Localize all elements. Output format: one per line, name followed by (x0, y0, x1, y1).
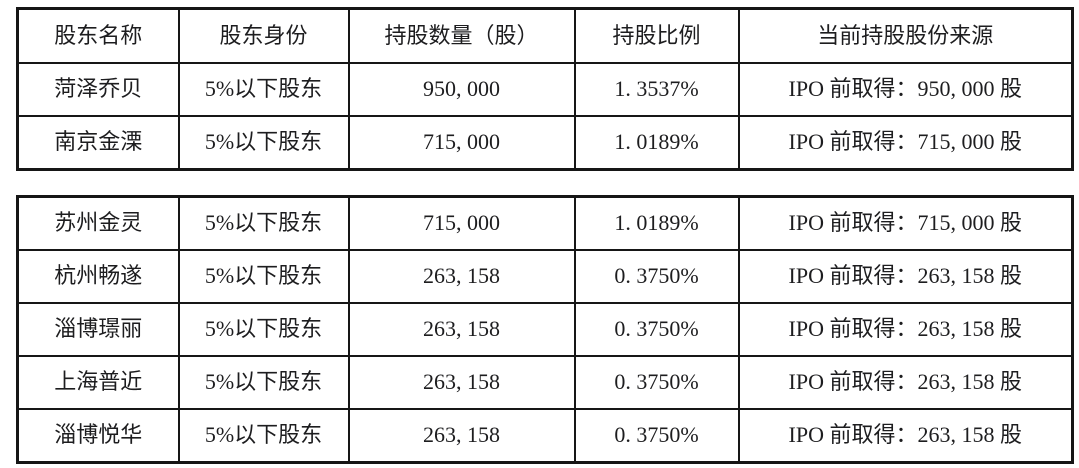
table-row: 南京金溧 5%以下股东 715, 000 1. 0189% IPO 前取得：71… (16, 115, 1074, 171)
cell-share-ratio: 0. 3750% (573, 355, 740, 410)
cell-shareholder-identity: 5%以下股东 (177, 115, 350, 171)
cell-shareholder-name: 上海普近 (16, 355, 180, 410)
cell-share-source: IPO 前取得：263, 158 股 (737, 355, 1074, 410)
cell-shareholder-identity: 5%以下股东 (177, 249, 350, 304)
cell-shareholder-name: 淄博璟丽 (16, 302, 180, 357)
cell-shareholder-identity: 5%以下股东 (177, 355, 350, 410)
cell-share-source: IPO 前取得：263, 158 股 (737, 302, 1074, 357)
table-row: 淄博璟丽 5%以下股东 263, 158 0. 3750% IPO 前取得：26… (16, 302, 1074, 357)
column-header-shareholder-name: 股东名称 (16, 7, 180, 64)
cell-share-source: IPO 前取得：715, 000 股 (737, 195, 1074, 251)
cell-shareholder-name: 杭州畅遂 (16, 249, 180, 304)
column-header-share-ratio: 持股比例 (573, 7, 740, 64)
cell-shares-held: 263, 158 (347, 302, 576, 357)
cell-share-ratio: 0. 3750% (573, 408, 740, 464)
cell-shares-held: 950, 000 (347, 62, 576, 117)
cell-shareholder-identity: 5%以下股东 (177, 195, 350, 251)
cell-shares-held: 715, 000 (347, 195, 576, 251)
column-header-share-source: 当前持股股份来源 (737, 7, 1074, 64)
cell-shareholder-name: 淄博悦华 (16, 408, 180, 464)
cell-shareholder-identity: 5%以下股东 (177, 408, 350, 464)
cell-shareholder-name: 苏州金灵 (16, 195, 180, 251)
cell-shareholder-identity: 5%以下股东 (177, 62, 350, 117)
table-row: 菏泽乔贝 5%以下股东 950, 000 1. 3537% IPO 前取得：95… (16, 62, 1074, 117)
cell-shares-held: 263, 158 (347, 355, 576, 410)
shareholders-table-lower: 苏州金灵 5%以下股东 715, 000 1. 0189% IPO 前取得：71… (16, 195, 1074, 464)
table-row: 杭州畅遂 5%以下股东 263, 158 0. 3750% IPO 前取得：26… (16, 249, 1074, 304)
table-row: 上海普近 5%以下股东 263, 158 0. 3750% IPO 前取得：26… (16, 355, 1074, 410)
cell-share-ratio: 0. 3750% (573, 302, 740, 357)
header-row: 股东名称 股东身份 持股数量（股） 持股比例 当前持股股份来源 (16, 7, 1074, 64)
cell-shareholder-name: 菏泽乔贝 (16, 62, 180, 117)
table-row: 淄博悦华 5%以下股东 263, 158 0. 3750% IPO 前取得：26… (16, 408, 1074, 464)
column-header-shares-held: 持股数量（股） (347, 7, 576, 64)
table-row: 苏州金灵 5%以下股东 715, 000 1. 0189% IPO 前取得：71… (16, 195, 1074, 251)
column-header-shareholder-identity: 股东身份 (177, 7, 350, 64)
cell-share-source: IPO 前取得：950, 000 股 (737, 62, 1074, 117)
cell-share-ratio: 0. 3750% (573, 249, 740, 304)
shareholders-table-upper: 股东名称 股东身份 持股数量（股） 持股比例 当前持股股份来源 菏泽乔贝 5%以… (16, 7, 1074, 171)
cell-shares-held: 263, 158 (347, 249, 576, 304)
cell-shareholder-identity: 5%以下股东 (177, 302, 350, 357)
document-body: 股东名称 股东身份 持股数量（股） 持股比例 当前持股股份来源 菏泽乔贝 5%以… (16, 7, 1074, 464)
cell-share-source: IPO 前取得：715, 000 股 (737, 115, 1074, 171)
cell-shares-held: 263, 158 (347, 408, 576, 464)
cell-share-source: IPO 前取得：263, 158 股 (737, 249, 1074, 304)
cell-shareholder-name: 南京金溧 (16, 115, 180, 171)
cell-share-ratio: 1. 0189% (573, 195, 740, 251)
cell-shares-held: 715, 000 (347, 115, 576, 171)
cell-share-ratio: 1. 3537% (573, 62, 740, 117)
cell-share-ratio: 1. 0189% (573, 115, 740, 171)
cell-share-source: IPO 前取得：263, 158 股 (737, 408, 1074, 464)
